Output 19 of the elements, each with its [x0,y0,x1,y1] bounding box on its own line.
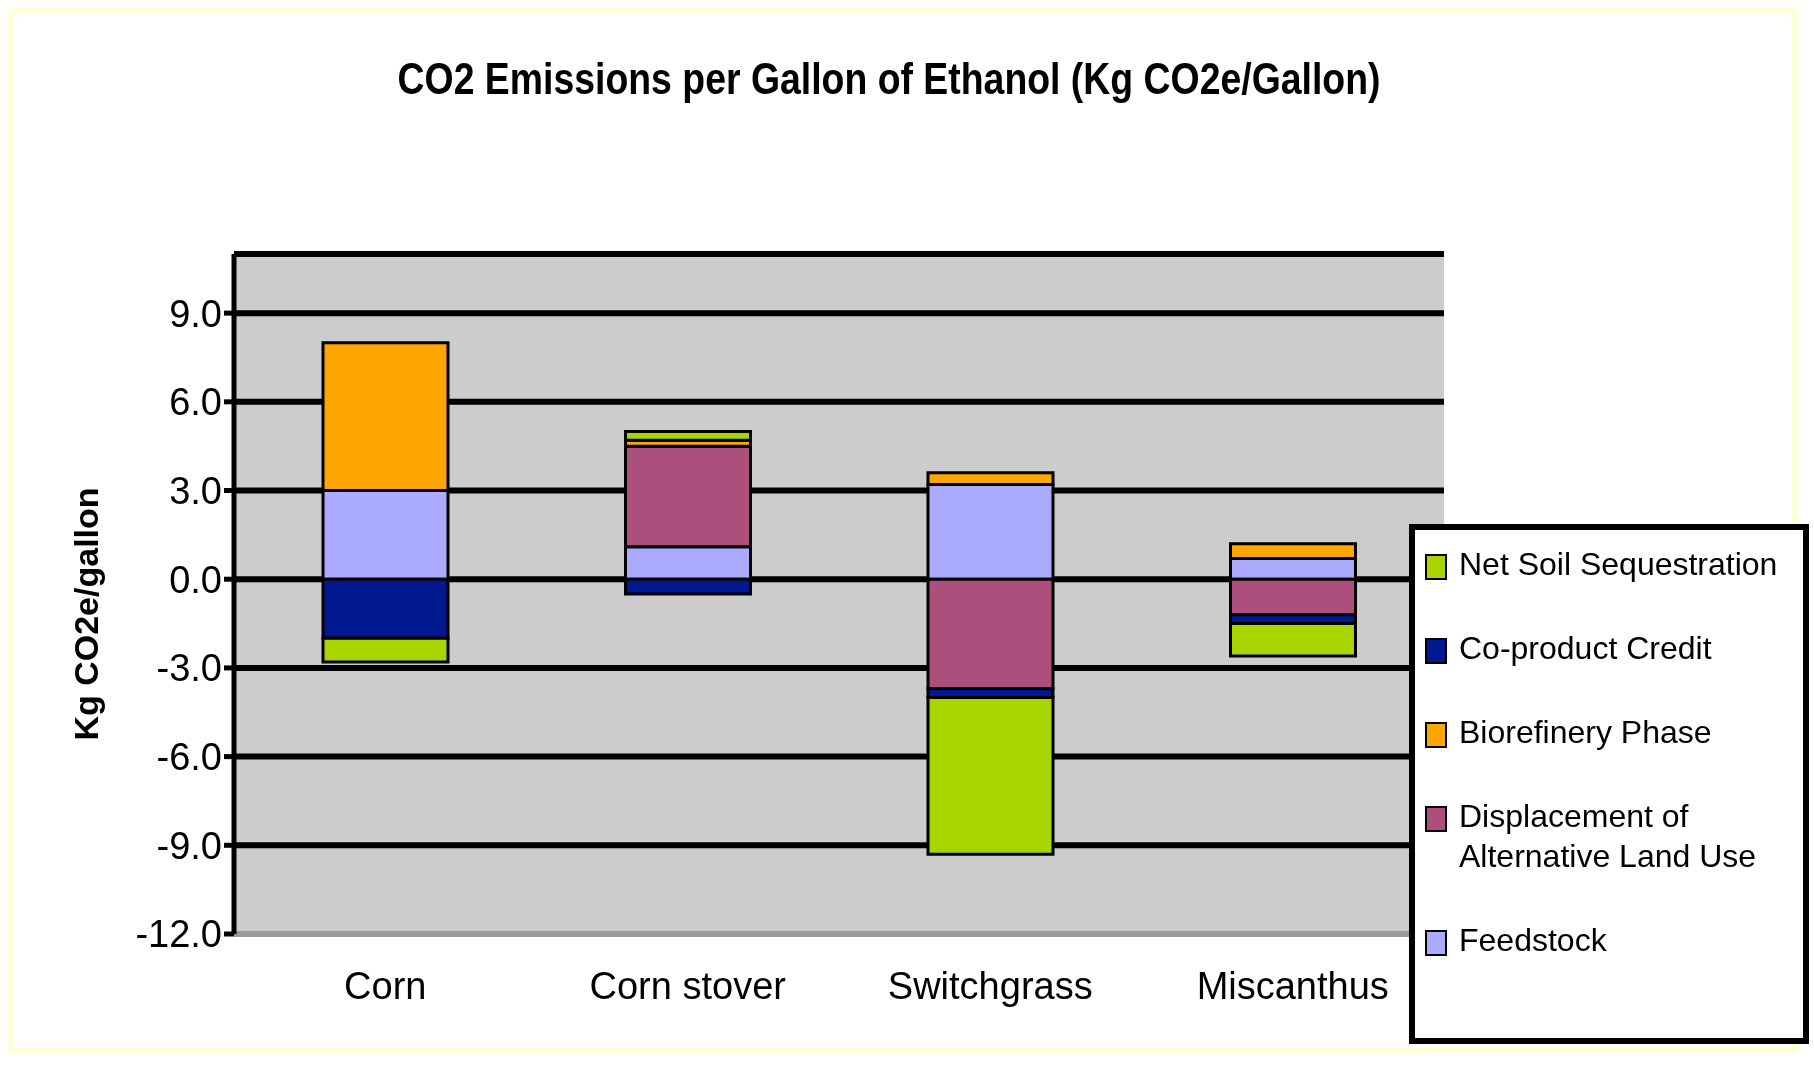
legend-label: Biorefinery Phase [1459,713,1713,752]
x-tick-label: Miscanthus [1196,964,1389,1007]
legend-label: Co-product Credit [1459,629,1713,668]
y-tick-label: 6.0 [169,381,222,424]
y-tick-label: 9.0 [169,292,222,335]
x-tick-label: Switchgrass [887,964,1093,1007]
legend-label: Net Soil Sequestration [1459,545,1779,584]
y-tick-label: -6.0 [156,736,222,779]
y-tick-label: 0.0 [169,558,222,601]
y-tick-label: -9.0 [156,824,222,867]
y-tick-label: 3.0 [169,470,222,513]
legend-label: Feedstock [1459,921,1608,960]
y-tick-label: -12.0 [135,913,222,956]
chart-title: CO2 Emissions per Gallon of Ethanol (Kg CO2e/Gallon) [396,54,1382,104]
legend-label: Displacement of Alternative Land Use [1459,797,1758,876]
x-tick-label: Corn stover [589,964,787,1007]
y-tick-label: -3.0 [156,647,222,690]
x-tick-label: Corn [344,964,427,1007]
y-axis-title: Kg CO2e/gallon [66,487,106,741]
